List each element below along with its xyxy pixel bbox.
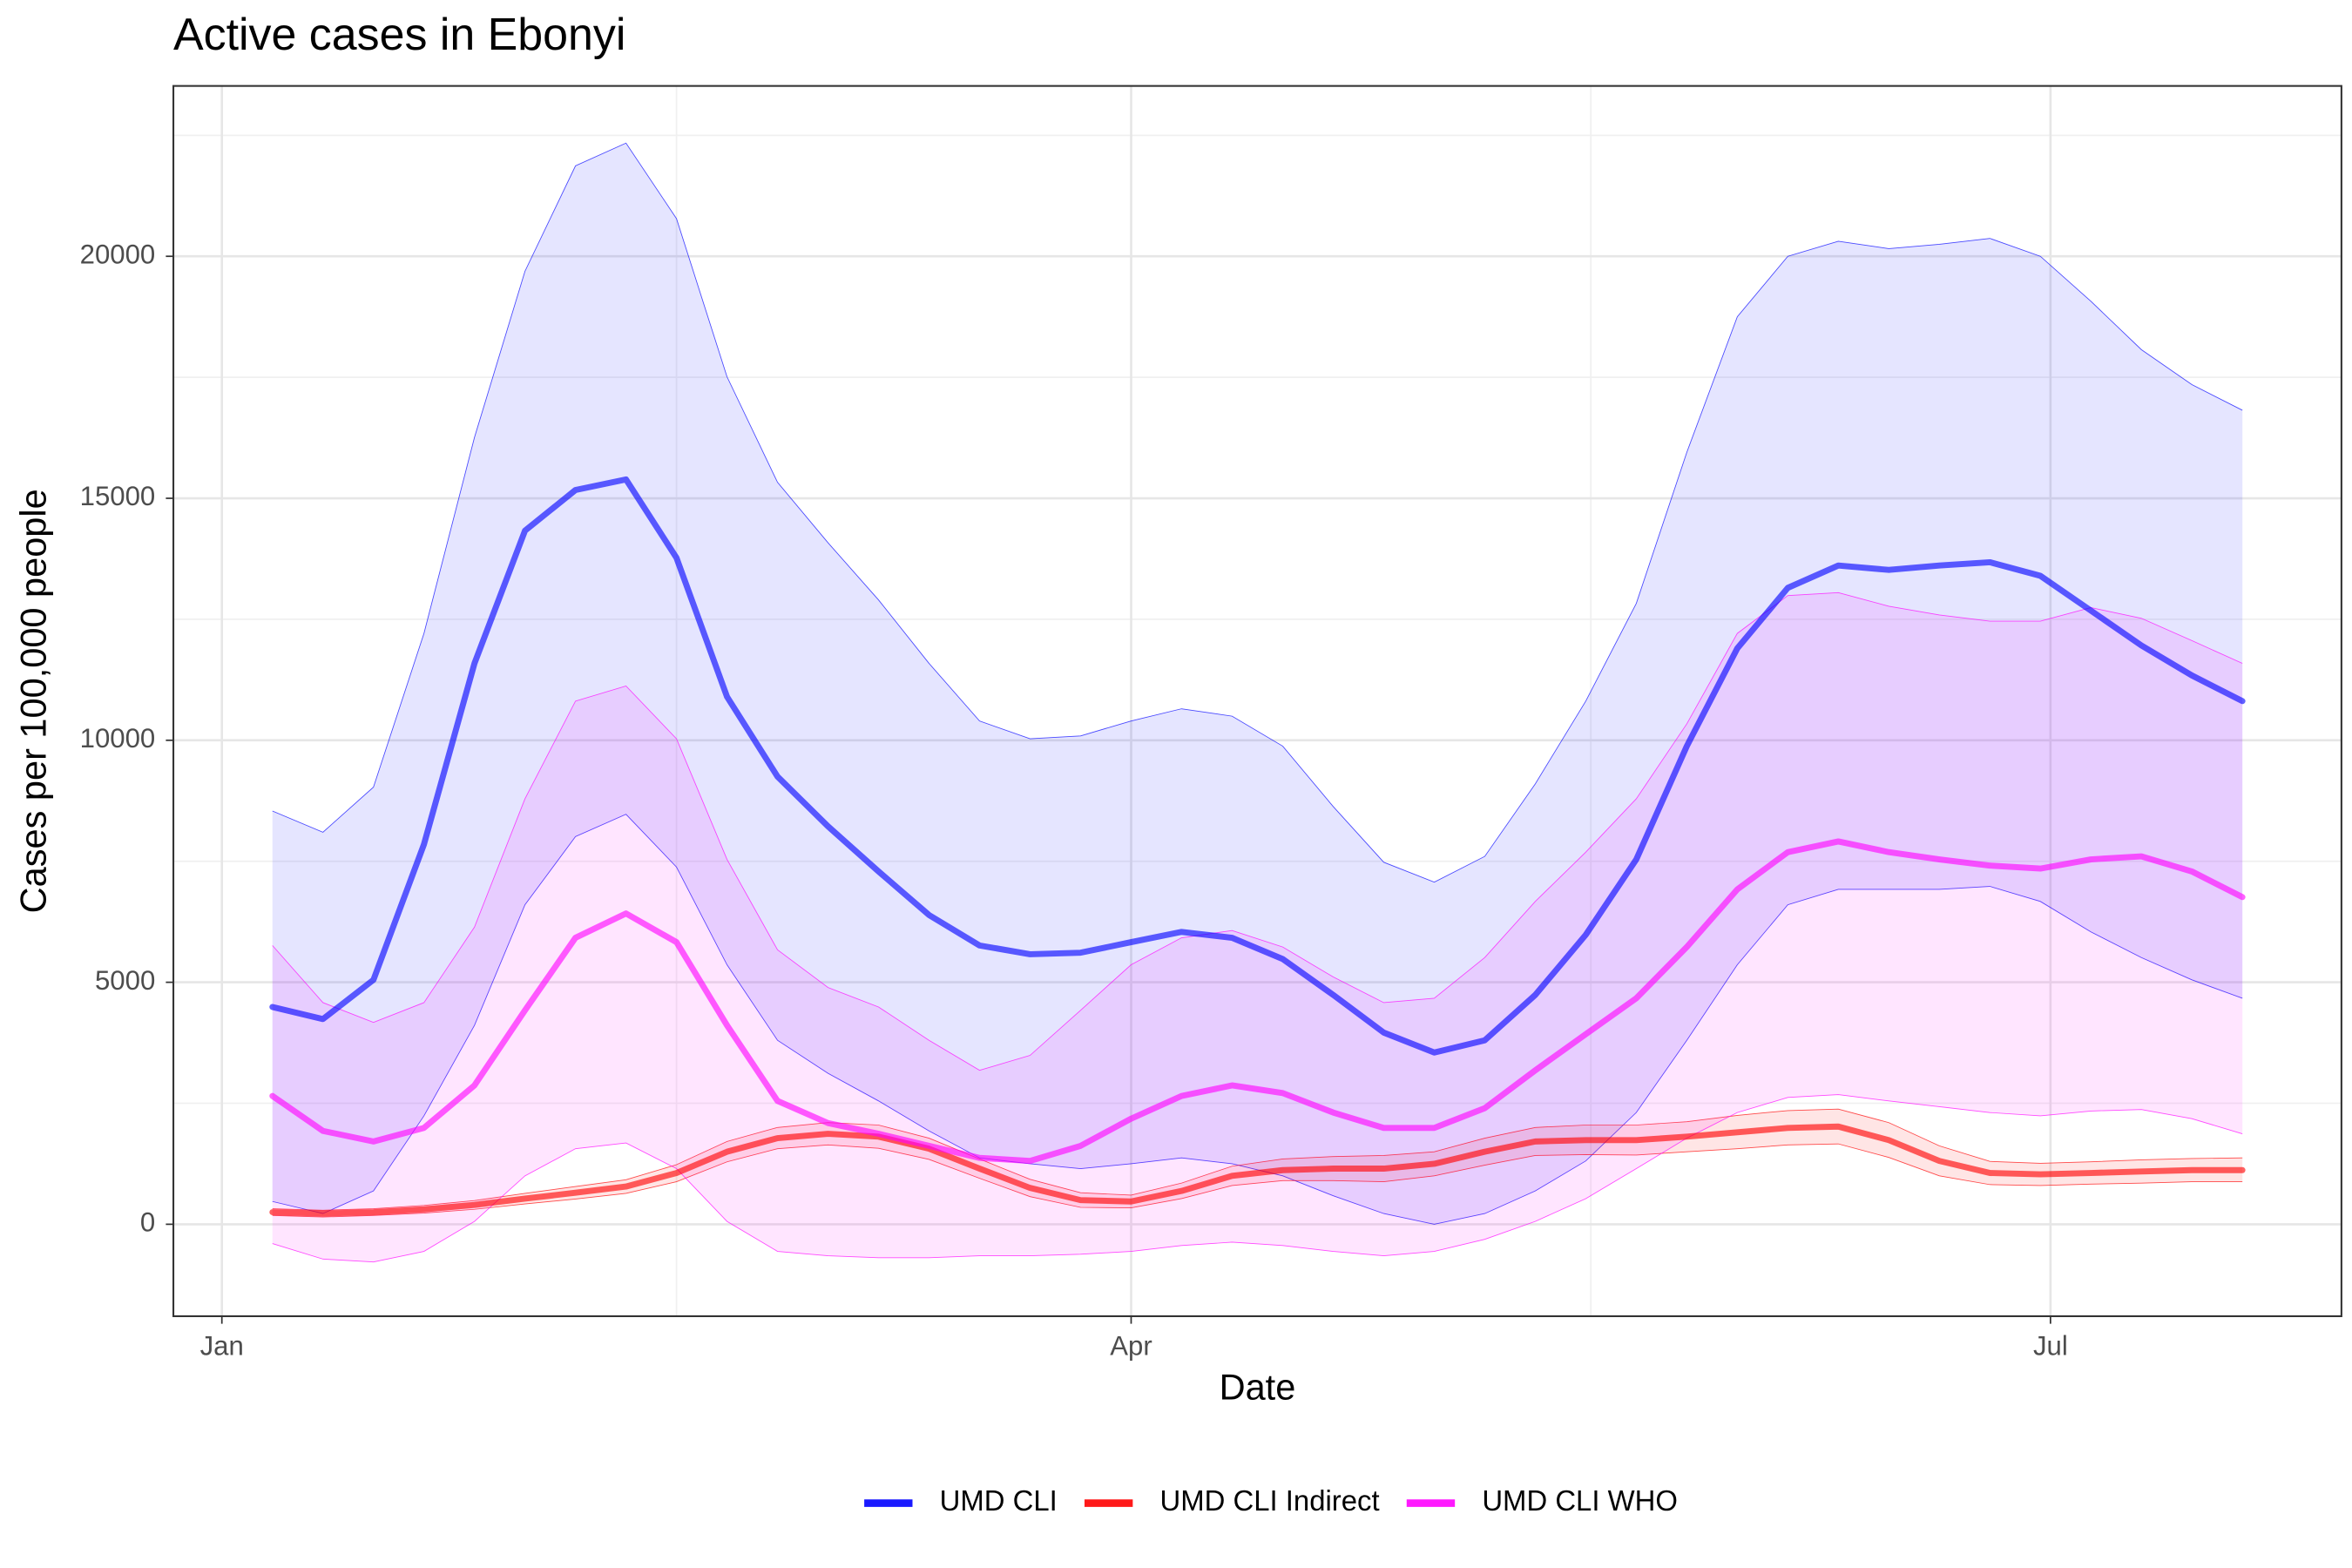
legend-label: UMD CLI WHO bbox=[1482, 1484, 1678, 1517]
y-tick-label: 0 bbox=[140, 1207, 155, 1238]
legend: UMD CLI UMD CLI Indirect UMD CLI WHO bbox=[864, 1484, 1678, 1517]
confidence-band bbox=[272, 592, 2243, 1262]
chart-title: Active cases in Ebonyi bbox=[173, 10, 625, 60]
band-edge bbox=[272, 1108, 2243, 1211]
band-edge bbox=[272, 591, 2243, 1071]
y-tick-label: 20000 bbox=[80, 239, 156, 269]
series-line bbox=[269, 476, 2246, 1056]
series-line bbox=[269, 838, 2246, 1165]
confidence-band bbox=[272, 1109, 2243, 1218]
band-edge bbox=[272, 1094, 2243, 1263]
legend-label: UMD CLI bbox=[940, 1484, 1058, 1517]
y-tick-label: 10000 bbox=[80, 723, 156, 754]
band-edge bbox=[272, 142, 2243, 883]
band-edge bbox=[272, 814, 2243, 1225]
y-axis-title: Cases per 100,000 people bbox=[13, 489, 54, 913]
plot-frame bbox=[172, 84, 2342, 1317]
x-tick-label: Apr bbox=[1110, 1331, 1152, 1362]
y-tick-label: 15000 bbox=[80, 481, 156, 511]
series-line bbox=[269, 1123, 2246, 1217]
x-tick-label: Jan bbox=[200, 1331, 244, 1362]
x-axis-title: Date bbox=[1220, 1367, 1296, 1408]
legend-label: UMD CLI Indirect bbox=[1160, 1484, 1380, 1517]
x-tick-label: Jul bbox=[2033, 1331, 2068, 1362]
band-edge bbox=[272, 1143, 2243, 1218]
confidence-band bbox=[272, 143, 2243, 1225]
y-tick-label: 5000 bbox=[95, 965, 155, 996]
